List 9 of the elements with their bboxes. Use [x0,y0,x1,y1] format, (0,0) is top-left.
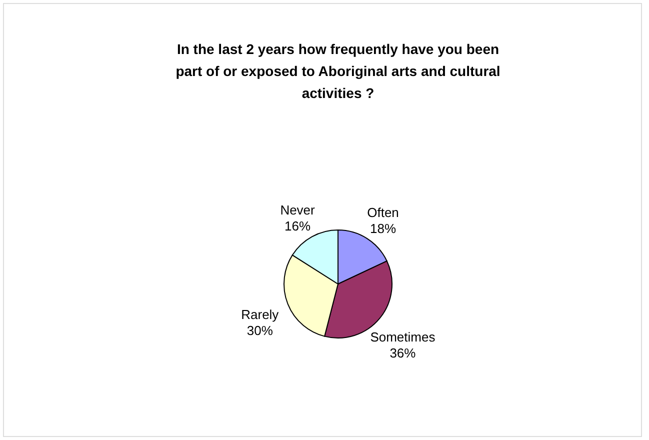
data-label: 30% [246,322,274,338]
slice-label: Often [367,205,399,220]
slice-label: Rarely [241,306,280,322]
data-label: 36% [390,346,416,361]
slice-label: Sometimes [370,330,436,345]
data-label: 16% [284,218,311,234]
chart-title: In the last 2 years how frequently have you been part of or exposed to Aboriginal arts and cultural activities ? [176,41,500,101]
data-label: 18% [370,221,396,236]
slice-label: Never [280,202,316,218]
